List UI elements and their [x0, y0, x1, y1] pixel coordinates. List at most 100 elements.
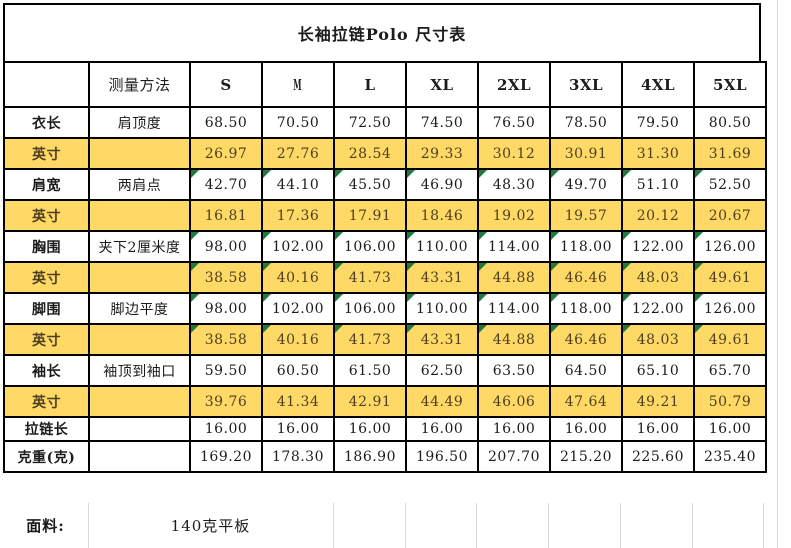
value-text: 106.00 — [344, 238, 396, 255]
value-cell: 80.50 — [693, 106, 767, 139]
value-cell: 50.79 — [693, 385, 767, 418]
value-text: 40.16 — [276, 331, 320, 348]
value-cell: 38.58 — [189, 323, 263, 356]
fabric-value: 140克平板 — [170, 517, 251, 535]
value-cell: 178.30 — [261, 440, 335, 473]
value-text: 39.76 — [204, 393, 248, 410]
value-cell: 28.54 — [333, 137, 407, 170]
value-cell: 106.00 — [333, 292, 407, 325]
value-cell: 39.76 — [189, 385, 263, 418]
value-cell: 44.10 — [261, 168, 335, 201]
value-cell: 235.40 — [693, 440, 767, 473]
value-text: 44.88 — [492, 269, 536, 286]
value-text: 110.00 — [416, 238, 468, 255]
value-text: 48.03 — [636, 269, 680, 286]
size-header-cell: S — [189, 61, 263, 108]
value-cell: 42.70 — [189, 168, 263, 201]
value-cell: 20.67 — [693, 199, 767, 232]
value-cell: 26.97 — [189, 137, 263, 170]
value-cell: 48.03 — [621, 323, 695, 356]
size-header-cell: 2XL — [477, 61, 551, 108]
value-text: 31.30 — [636, 145, 680, 162]
value-cell: 98.00 — [189, 292, 263, 325]
value-cell: 16.00 — [333, 416, 407, 442]
size-header-label: 5XL — [712, 75, 748, 94]
method-cell — [88, 385, 191, 418]
method-cell: 夹下2厘米度 — [88, 230, 191, 263]
value-cell: 16.00 — [189, 416, 263, 442]
value-text: 196.50 — [416, 448, 468, 465]
table-row: 拉链长 16.00 16.00 16.00 16.00 16.00 16.00 16.00 16… — [3, 416, 767, 442]
value-text: 44.10 — [276, 176, 320, 193]
table-row: 英寸 39.76 41.34 42.91 44.49 46.06 47.64 49.21 50.… — [3, 385, 767, 418]
row-label-cell: 英寸 — [3, 137, 90, 170]
comment-flag-icon — [192, 264, 199, 271]
value-text: 106.00 — [344, 300, 396, 317]
value-text: 122.00 — [632, 238, 684, 255]
value-text: 41.73 — [348, 269, 392, 286]
value-text: 80.50 — [708, 114, 752, 131]
comment-flag-icon — [552, 233, 559, 240]
value-cell: 207.70 — [477, 440, 551, 473]
value-cell: 40.16 — [261, 261, 335, 294]
value-cell: 118.00 — [549, 230, 623, 263]
value-cell: 59.50 — [189, 354, 263, 387]
value-cell: 46.46 — [549, 261, 623, 294]
value-cell: 30.12 — [477, 137, 551, 170]
value-cell: 49.61 — [693, 261, 767, 294]
value-text: 76.50 — [492, 114, 536, 131]
table-row: 英寸 16.81 17.36 17.91 18.46 19.02 19.57 20.12 20.… — [3, 199, 767, 232]
value-text: 59.50 — [204, 362, 248, 379]
row-label-cell: 袖长 — [3, 354, 90, 387]
row-label-cell: 衣长 — [3, 106, 90, 139]
comment-flag-icon — [336, 171, 343, 178]
value-cell: 16.00 — [405, 416, 479, 442]
row-label-cell: 拉链长 — [3, 416, 90, 442]
value-cell: 51.10 — [621, 168, 695, 201]
comment-flag-icon — [480, 233, 487, 240]
corner-cell — [3, 61, 90, 108]
value-text: 51.10 — [636, 176, 680, 193]
comment-flag-icon — [480, 326, 487, 333]
value-cell: 186.90 — [333, 440, 407, 473]
value-text: 79.50 — [636, 114, 680, 131]
comment-flag-icon — [336, 295, 343, 302]
value-cell: 122.00 — [621, 230, 695, 263]
row-label-cell: 克重(克) — [3, 440, 90, 473]
value-text: 118.00 — [560, 300, 612, 317]
size-chart-table-wrap: 长袖拉链Polo 尺寸表 测量方法 S M L XL 2XL 3XL 4XL 5XL 衣长 肩顶度 6… — [3, 3, 767, 473]
table-row: 衣长 肩顶度 68.50 70.50 72.50 74.50 76.50 78.50 79.50… — [3, 106, 767, 139]
value-text: 126.00 — [704, 238, 756, 255]
value-text: 16.00 — [708, 421, 752, 437]
value-text: 98.00 — [204, 238, 248, 255]
value-text: 38.58 — [204, 269, 248, 286]
value-text: 114.00 — [488, 238, 540, 255]
value-cell: 16.00 — [261, 416, 335, 442]
value-cell: 110.00 — [405, 292, 479, 325]
value-cell: 49.70 — [549, 168, 623, 201]
value-cell: 17.36 — [261, 199, 335, 232]
size-table: 测量方法 S M L XL 2XL 3XL 4XL 5XL 衣长 肩顶度 68.50 70.50 72.5… — [3, 61, 767, 473]
value-cell: 48.30 — [477, 168, 551, 201]
method-cell — [88, 199, 191, 232]
value-text: 19.02 — [492, 207, 536, 224]
value-text: 30.91 — [564, 145, 608, 162]
comment-flag-icon — [264, 171, 271, 178]
value-text: 60.50 — [276, 362, 320, 379]
value-text: 40.16 — [276, 269, 320, 286]
value-cell: 72.50 — [333, 106, 407, 139]
value-text: 178.30 — [272, 448, 324, 465]
value-text: 102.00 — [272, 238, 324, 255]
value-cell: 42.91 — [333, 385, 407, 418]
value-text: 110.00 — [416, 300, 468, 317]
table-row: 克重(克) 169.20 178.30 186.90 196.50 207.70 215.2… — [3, 440, 767, 473]
gridline — [405, 503, 406, 548]
method-cell — [88, 137, 191, 170]
value-text: 27.76 — [276, 145, 320, 162]
value-text: 49.70 — [564, 176, 608, 193]
comment-flag-icon — [408, 171, 415, 178]
value-cell: 44.88 — [477, 261, 551, 294]
value-text: 61.50 — [348, 362, 392, 379]
value-cell: 196.50 — [405, 440, 479, 473]
value-text: 207.70 — [488, 448, 540, 465]
